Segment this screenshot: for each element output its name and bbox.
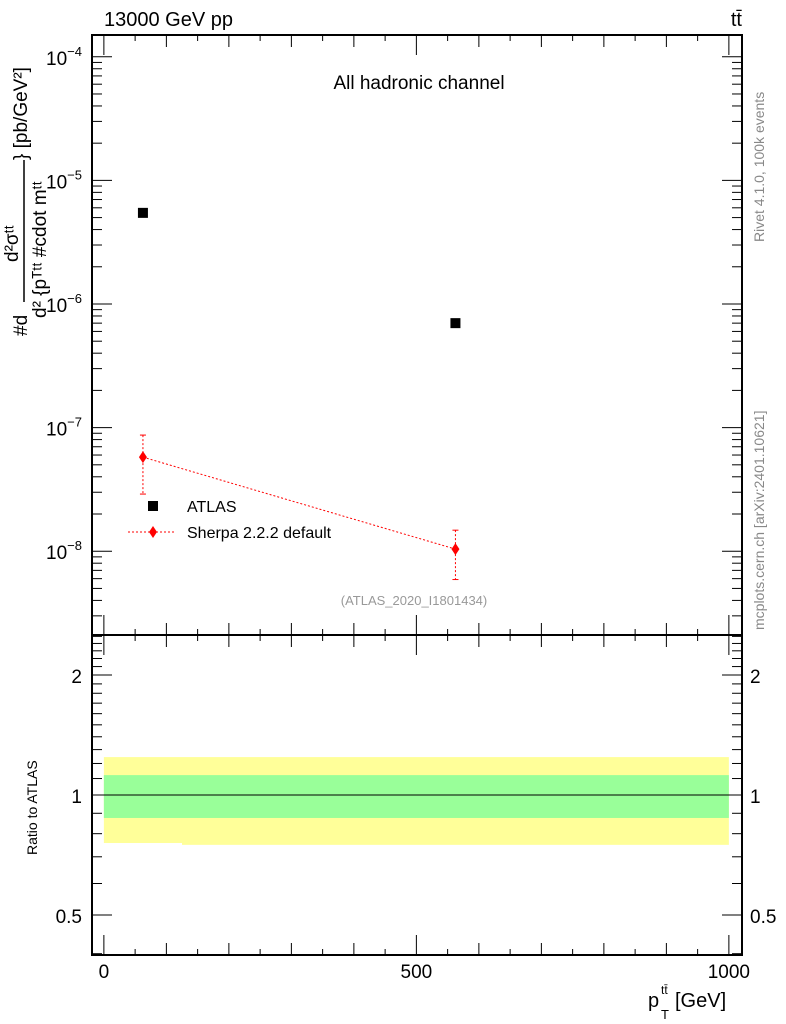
atlas-data-point: [450, 318, 461, 329]
legend-sherpa-label: Sherpa 2.2.2 default: [187, 525, 332, 542]
ratio-y-tick-label: 1: [71, 787, 82, 808]
sherpa-data-point: [138, 451, 147, 464]
xlabel-sub: T: [661, 1007, 669, 1022]
xlabel-main: p: [648, 990, 659, 1012]
ratio-panel: 0 500 1000 0.5 0.5 1 1 2 2: [56, 634, 776, 983]
sherpa-data-point: [451, 543, 460, 556]
header-left: 13000 GeV pp: [104, 9, 233, 31]
main-ylabel: #d d²σᵗᵗ d² {pᵀᵗᵗ #cdot mᵗᵗ } [pb/GeV²]: [2, 67, 51, 336]
y-tick-label: 10−5: [46, 167, 82, 193]
main-panel: 10−4 10−5 10−6 10−7 10−8: [46, 34, 743, 955]
xlabel-sup: tt̄: [661, 983, 668, 997]
x-tick-label: 1000: [708, 962, 750, 983]
ratio-ylabel: Ratio to ATLAS: [24, 760, 40, 855]
y-tick-label: 10−6: [46, 291, 82, 317]
legend-atlas-label: ATLAS: [187, 499, 237, 516]
plot-title: All hadronic channel: [333, 73, 504, 94]
ratio-y-tick-label: 2: [71, 667, 82, 688]
rivet-label: Rivet 4.1.0, 100k events: [751, 92, 767, 242]
ratio-y-tick-label-right: 0.5: [750, 907, 776, 928]
ylabel-suffix: } [pb/GeV²]: [11, 67, 32, 160]
analysis-label: (ATLAS_2020_I1801434): [341, 593, 487, 608]
y-tick-label: 10−8: [46, 538, 82, 564]
ratio-band-inner: [182, 775, 729, 818]
header-right: tt̄: [731, 9, 743, 31]
x-axis-label: p tt̄ T [GeV]: [648, 983, 726, 1022]
x-tick-label: 500: [401, 962, 433, 983]
y-tick-label: 10−4: [46, 44, 82, 70]
ratio-band-inner: [103, 775, 182, 818]
ylabel-denominator: d² {pᵀᵗᵗ #cdot mᵗᵗ: [30, 181, 51, 318]
ratio-y-tick-label: 0.5: [56, 907, 82, 928]
legend: ATLAS Sherpa 2.2.2 default: [128, 499, 332, 542]
ylabel-prefix: #d: [11, 315, 32, 336]
y-tick-label: 10−7: [46, 415, 82, 441]
legend-atlas-marker: [148, 501, 158, 511]
xlabel-unit: [GeV]: [675, 990, 726, 1012]
main-frame: [91, 34, 743, 636]
legend-sherpa-marker: [149, 526, 157, 538]
ratio-y-tick-label-right: 2: [750, 667, 761, 688]
ylabel-numerator: d²σᵗᵗ: [2, 225, 23, 262]
atlas-data-point: [137, 207, 148, 218]
x-tick-label: 0: [99, 962, 110, 983]
mcplots-label: mcplots.cern.ch [arXiv:2401.10621]: [751, 411, 767, 630]
ratio-y-tick-label-right: 1: [750, 787, 761, 808]
